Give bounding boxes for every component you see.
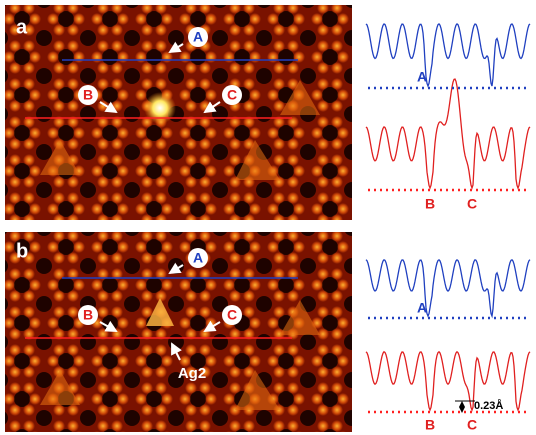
panel-label: b <box>16 240 28 262</box>
page: {"panels": [ {"label": "a", "image_label… <box>0 0 536 435</box>
profile-label: A <box>417 300 427 316</box>
profile-curve <box>366 79 530 188</box>
profile-label: B <box>425 196 435 212</box>
profile-curve <box>366 24 530 86</box>
site-label: C <box>227 87 237 103</box>
figure: a A B C b A B C Ag2 A B C A B C 0.23Å <box>0 0 536 435</box>
profile-curve <box>366 352 530 410</box>
site-label: A <box>193 250 203 266</box>
profile-label: C <box>467 417 477 433</box>
step-label: 0.23Å <box>474 399 503 412</box>
site-label: C <box>227 307 237 323</box>
profile-label: B <box>425 417 435 433</box>
site-label: B <box>83 307 93 323</box>
profile-label: C <box>467 196 477 212</box>
site-label: B <box>83 87 93 103</box>
site-label: A <box>193 29 203 45</box>
adatom <box>144 92 176 124</box>
panel-label: a <box>16 16 28 38</box>
profile-curve <box>366 260 530 316</box>
profile-label: A <box>417 69 427 85</box>
annotation: Ag2 <box>178 365 206 382</box>
line-profiles <box>366 24 530 410</box>
